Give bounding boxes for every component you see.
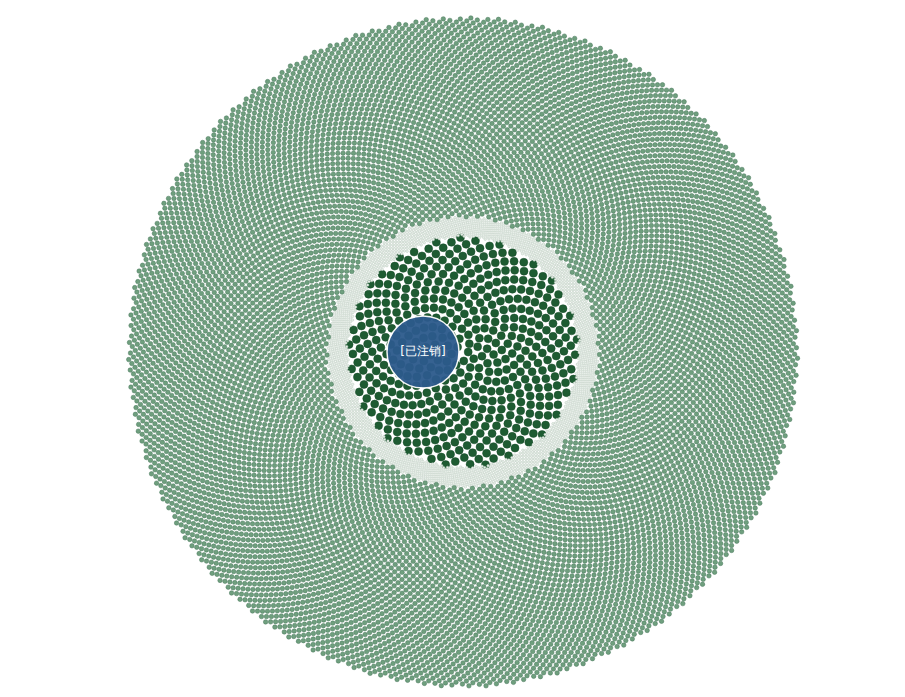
svg-text:[已注销]: [已注销] bbox=[400, 344, 445, 358]
